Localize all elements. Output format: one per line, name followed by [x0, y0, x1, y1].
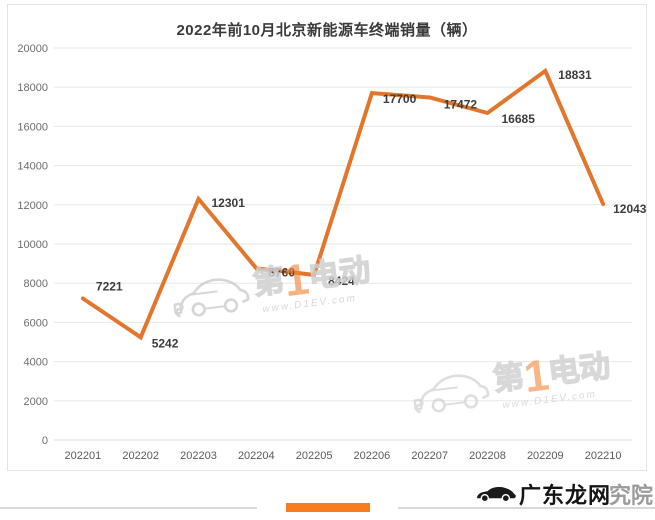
data-label: 8424 — [328, 274, 355, 288]
x-tick-label: 202208 — [469, 450, 506, 462]
logo-text-secondary: 究院 — [608, 483, 653, 508]
data-label: 17700 — [383, 92, 417, 106]
x-tick-label: 202205 — [296, 450, 333, 462]
data-label: 18831 — [558, 68, 592, 82]
chart-card: 2022年前10月北京新能源车终端销量（辆） 0 2000 4000 6000 8000… — [7, 4, 647, 471]
site-logo: 广东龙网 究院 — [475, 478, 653, 510]
data-label: 7221 — [96, 279, 123, 293]
y-tick-label: 18000 — [17, 82, 48, 94]
y-tick-label: 4000 — [24, 357, 48, 369]
y-tick-label: 16000 — [17, 121, 48, 133]
data-label: 17472 — [444, 98, 478, 112]
footer-divider-left — [0, 507, 257, 509]
chart-title: 2022年前10月北京新能源车终端销量（辆） — [176, 22, 478, 39]
y-tick-label: 0 — [42, 435, 48, 447]
logo-text-primary: 广东龙网 — [518, 483, 611, 508]
x-tick-label: 202207 — [411, 450, 448, 462]
y-tick-label: 10000 — [17, 239, 48, 251]
data-label: 8760 — [268, 265, 295, 279]
x-tick-label: 202204 — [238, 450, 275, 462]
y-tick-label: 2000 — [24, 396, 48, 408]
x-tick-label: 202203 — [180, 450, 217, 462]
x-tick-label: 202209 — [527, 450, 564, 462]
data-label: 5242 — [152, 336, 179, 350]
y-tick-label: 6000 — [24, 317, 48, 329]
y-tick-label: 20000 — [17, 43, 48, 55]
x-tick-label: 202206 — [354, 450, 391, 462]
footer-accent-bar — [286, 503, 370, 512]
logo-car-icon — [477, 487, 516, 503]
x-tick-label: 202202 — [122, 450, 159, 462]
sales-line-chart: 0 2000 4000 6000 8000 10000 12000 14000 16000 180… — [17, 43, 647, 462]
x-tick-label: 202210 — [585, 450, 622, 462]
data-label: 12043 — [613, 202, 647, 216]
y-tick-label: 14000 — [17, 161, 48, 173]
y-tick-label: 12000 — [17, 200, 48, 212]
y-tick-label: 8000 — [24, 278, 48, 290]
x-tick-label: 202201 — [65, 450, 102, 462]
footer-divider-right — [398, 507, 655, 509]
data-label: 12301 — [212, 196, 246, 210]
sales-line — [80, 67, 606, 341]
data-label: 16685 — [502, 112, 536, 126]
